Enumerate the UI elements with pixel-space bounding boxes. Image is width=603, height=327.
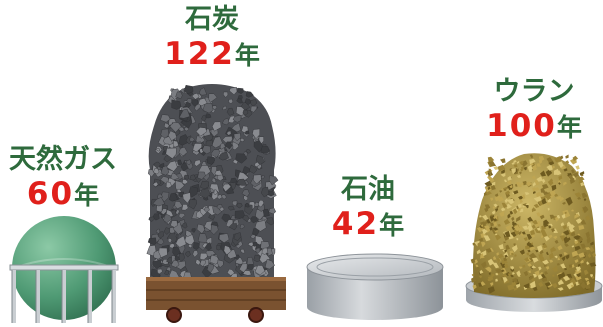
coal-name: 石炭 — [185, 4, 239, 35]
oil-years: 42年 — [320, 209, 416, 240]
coal-label: 石炭 122年 — [150, 6, 274, 70]
gas-tank-icon — [9, 216, 119, 323]
uranium-years-unit: 年 — [556, 113, 582, 142]
oil-name: 石油 — [341, 174, 395, 205]
coal-years: 122年 — [150, 39, 274, 70]
uranium-label: ウラン 100年 — [478, 78, 590, 142]
uranium-pile-icon — [465, 153, 603, 312]
oil-tank-icon — [306, 253, 444, 320]
oil-years-value: 42 — [331, 206, 380, 242]
coal-years-unit: 年 — [234, 41, 260, 70]
uranium-years: 100年 — [478, 111, 590, 142]
uranium-years-value: 100 — [486, 108, 557, 144]
gas-label: 天然ガス 60年 — [2, 146, 124, 210]
gas-years-value: 60 — [26, 176, 75, 212]
gas-years-unit: 年 — [74, 181, 100, 210]
coal-years-value: 122 — [164, 36, 235, 72]
oil-years-unit: 年 — [379, 211, 405, 240]
coal-cart-icon — [146, 84, 286, 323]
oil-label: 石油 42年 — [320, 176, 416, 240]
gas-name: 天然ガス — [9, 144, 117, 175]
uranium-name: ウラン — [493, 76, 575, 107]
gas-years: 60年 — [2, 179, 124, 210]
